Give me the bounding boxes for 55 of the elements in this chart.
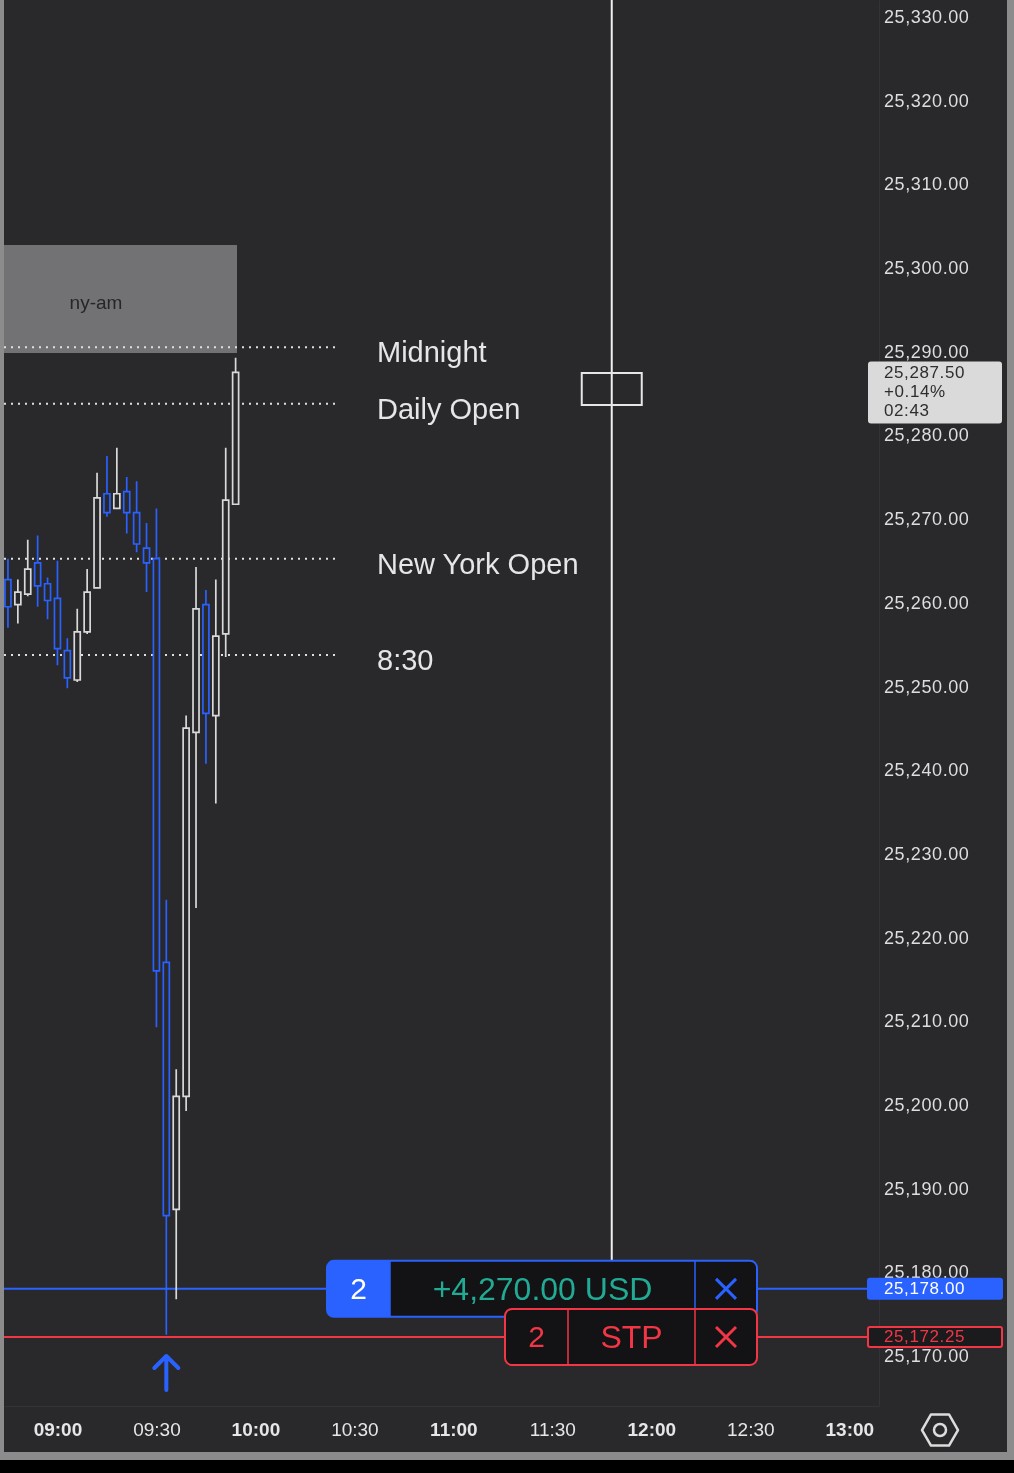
y-tick-label: 25,270.00 [884,509,970,530]
candlestick [4,557,12,629]
ref-line-label: 25,172.25 [884,1327,966,1347]
x-tick-label: 11:30 [529,1419,576,1441]
candlestick [122,476,131,535]
y-tick-label: 25,280.00 [884,425,970,446]
x-tick-label: 12:00 [627,1419,677,1441]
y-tick-label: 25,330.00 [884,7,970,27]
annotation: +4,270.00 USD [432,1270,653,1307]
x-tick-label: 10:30 [331,1419,379,1441]
y-tick-label: 25,320.00 [884,90,970,111]
candlestick [202,589,210,765]
x-tick-label: 12:30 [727,1419,775,1441]
x-tick-label: 10:00 [231,1419,281,1441]
price-tag: 25,178.00 [867,1277,1003,1300]
candlestick [172,1068,181,1301]
candlestick [83,568,91,635]
x-tick-label: 11:00 [430,1419,478,1441]
price-tag: 25,287.50 +0.14% 02:43 [868,361,1002,424]
candlestick [53,559,62,667]
ref-line-label: New York Open [377,547,579,580]
y-tick-label: 25,190.00 [884,1178,970,1199]
annotation: 2 [350,1272,367,1306]
y-tick-label: 25,240.00 [884,760,970,781]
y-tick-label: 25,300.00 [884,258,970,279]
candlestick [231,356,240,506]
ref-line-label: Midnight [377,336,487,369]
y-tick-label: 25,210.00 [884,1011,970,1032]
candlestick [142,522,151,593]
annotation: ny-am [69,291,123,313]
ref-line-label: Daily Open [377,392,521,425]
y-tick-label: 25,290.00 [884,341,970,362]
candlestick [63,637,72,690]
x-tick-label: 09:30 [133,1419,181,1441]
candlestick [112,446,121,510]
y-tick-label: 25,250.00 [884,676,970,697]
y-tick-label: 25,230.00 [884,843,970,864]
y-tick-label: 25,200.00 [884,1094,970,1115]
annotation: 8:30 [377,643,434,676]
candlestick [182,714,190,1112]
candlestick [132,480,141,554]
price-tag: 25,172.25 [867,1325,1003,1348]
x-tick-label: 09:00 [33,1419,83,1441]
annotation: 2 [528,1320,545,1354]
y-tick-label: 25,170.00 [884,1346,970,1367]
candlestick [33,534,42,608]
candlestick [14,578,22,625]
candlestick [103,455,111,518]
y-tick-label: 25,260.00 [884,592,970,613]
candlestick [43,576,52,621]
annotation: STP [600,1318,663,1355]
y-tick-label: 25,310.00 [884,174,970,195]
x-tick-label: 13:00 [825,1419,875,1441]
y-tick-label: 25,220.00 [884,927,970,948]
candlestick [152,507,161,1029]
